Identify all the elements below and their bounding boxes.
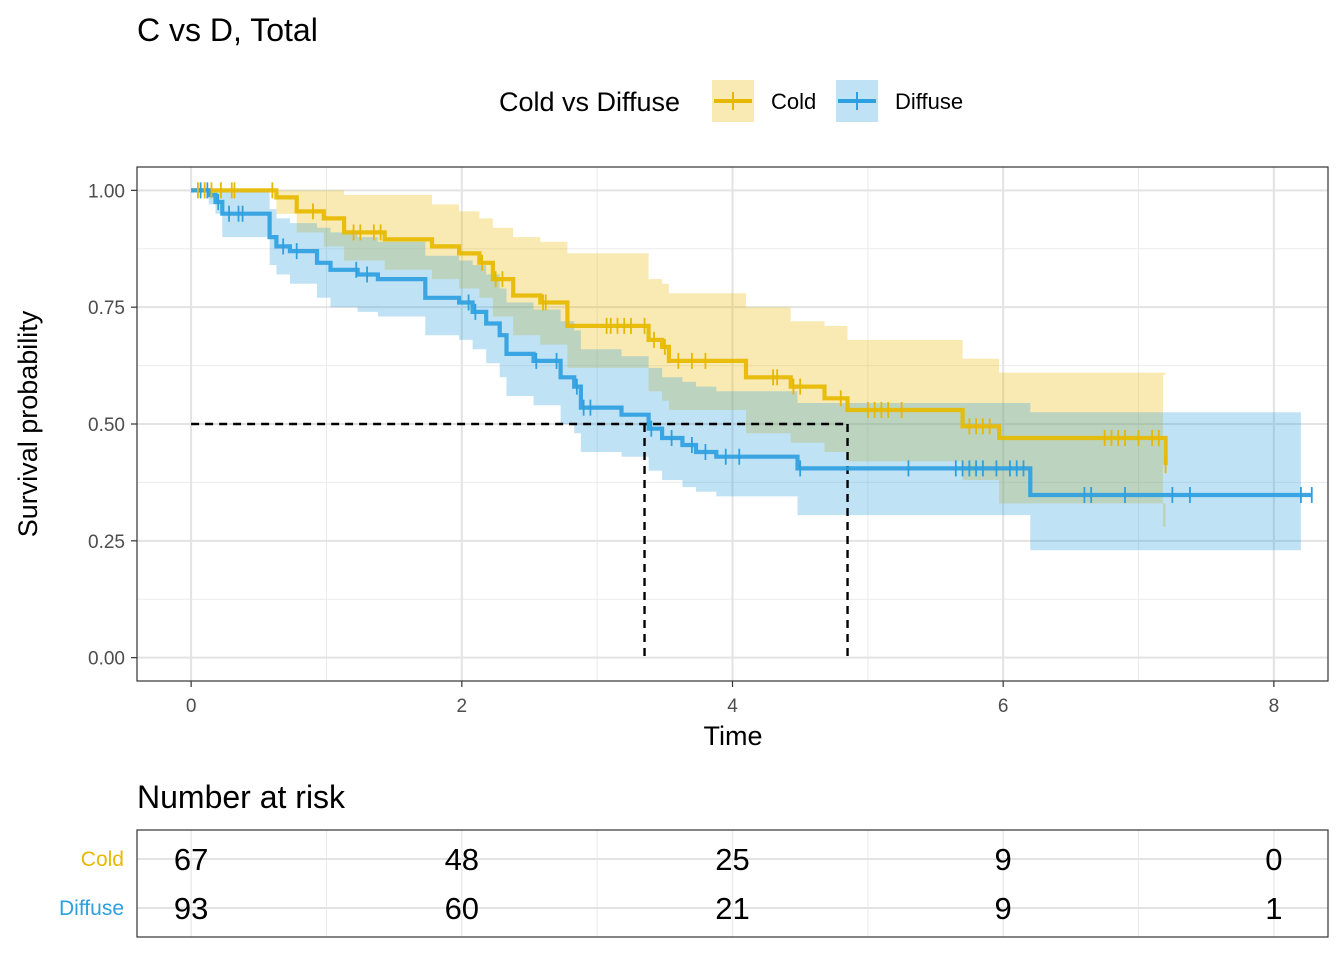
y-tick-label: 0.00 [88,649,125,670]
risk-value-diffuse: 21 [715,891,749,926]
y-tick-label: 1.00 [88,181,125,202]
y-axis-ticks: 0.00 0.25 0.50 0.75 1.00 [88,181,137,670]
legend: Cold vs Diffuse Cold Diffuse [499,80,963,122]
risk-table-row-labels: Cold Diffuse [59,848,124,920]
censor-marks [197,182,1313,504]
risk-table-values: 67 48 25 9 0 93 60 21 9 1 [174,842,1283,926]
y-axis-title: Survival probability [13,310,43,537]
risk-table-gridlines [137,830,1328,937]
x-axis-ticks: 0 2 4 6 8 [186,681,1279,717]
risk-value-diffuse: 93 [174,891,208,926]
risk-value-diffuse: 60 [445,891,479,926]
x-axis-title: Time [704,721,763,751]
survival-curve-cold [191,188,1168,466]
y-tick-label: 0.50 [88,415,125,436]
risk-value-cold: 0 [1265,842,1282,877]
risk-value-cold: 67 [174,842,208,877]
x-tick-label: 6 [998,696,1009,717]
risk-row-label-cold: Cold [81,848,124,871]
legend-label-diffuse: Diffuse [895,89,963,114]
legend-label-cold: Cold [771,89,816,114]
survival-curves [191,188,1312,498]
chart-title: C vs D, Total [137,12,318,48]
risk-value-diffuse: 1 [1265,891,1282,926]
x-tick-label: 2 [457,696,468,717]
confidence-band-diffuse [191,190,1301,551]
risk-table: Number at risk Cold Diffuse 67 48 25 9 0 93 60 2… [59,779,1329,938]
risk-value-cold: 48 [445,842,479,877]
major-gridlines [137,167,1328,681]
survival-curve-diffuse [191,188,1312,498]
x-tick-label: 4 [727,696,738,717]
y-tick-label: 0.25 [88,532,125,553]
risk-value-cold: 25 [715,842,749,877]
plot-area: 0 2 4 6 8 0.00 0.25 0.50 0.75 1.00 [88,166,1329,717]
risk-table-border [136,829,1329,938]
x-tick-label: 8 [1269,696,1280,717]
y-tick-label: 0.75 [88,298,125,319]
legend-title: Cold vs Diffuse [499,87,680,117]
risk-value-cold: 9 [995,842,1012,877]
risk-row-label-diffuse: Diffuse [59,897,124,920]
x-tick-label: 0 [186,696,197,717]
risk-table-title: Number at risk [137,779,346,815]
risk-value-diffuse: 9 [995,891,1012,926]
median-survival-lines [191,422,849,658]
